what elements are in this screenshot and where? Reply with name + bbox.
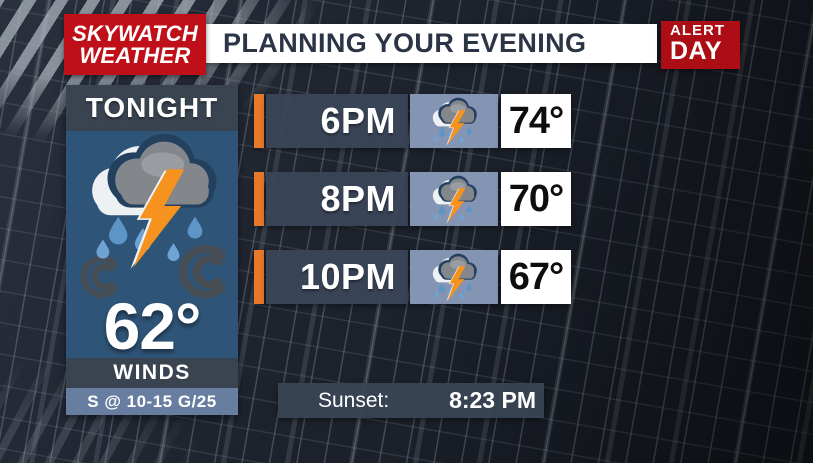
tonight-panel: TONIGHT 62° WINDS S @ 10-15 G/25	[66, 85, 238, 415]
thunderstorm-icon	[423, 252, 485, 302]
title-bar: PLANNING YOUR EVENING	[205, 24, 657, 63]
hour-condition	[410, 250, 498, 304]
accent-bar	[254, 172, 264, 226]
hour-label: 8PM	[266, 172, 408, 226]
alert-badge-line2: DAY	[670, 36, 722, 65]
hourly-row-6pm: 6PM 74°	[254, 94, 571, 148]
alert-badge-line1: ALERT	[670, 22, 725, 39]
thunderstorm-icon	[423, 96, 485, 146]
hour-temperature: 74°	[501, 94, 571, 148]
alert-day-badge: ALERT DAY	[661, 21, 740, 69]
accent-bar	[254, 94, 264, 148]
tonight-temperature: 62°	[103, 289, 202, 358]
tonight-condition: 62°	[66, 131, 238, 358]
hour-temperature: 67°	[501, 250, 571, 304]
accent-bar	[254, 250, 264, 304]
tonight-label: TONIGHT	[66, 85, 238, 131]
hour-temperature: 70°	[501, 172, 571, 226]
hour-condition	[410, 172, 498, 226]
hour-condition	[410, 94, 498, 148]
winds-label: WINDS	[66, 358, 238, 388]
hour-label: 10PM	[266, 250, 408, 304]
sunset-time: 8:23 PM	[449, 387, 536, 413]
station-logo: SKYWATCH WEATHER	[64, 14, 206, 75]
thunderstorm-icon	[423, 174, 485, 224]
hour-label: 6PM	[266, 94, 408, 148]
hourly-row-8pm: 8PM 70°	[254, 172, 571, 226]
logo-line1: SKYWATCH	[72, 20, 198, 46]
sunset-label: Sunset:	[318, 388, 390, 412]
hourly-row-10pm: 10PM 67°	[254, 250, 571, 304]
sunset-bar: Sunset: 8:23 PM	[278, 383, 544, 418]
winds-value: S @ 10-15 G/25	[66, 388, 238, 415]
logo-line2: WEATHER	[79, 42, 191, 68]
page-title: PLANNING YOUR EVENING	[223, 28, 587, 58]
